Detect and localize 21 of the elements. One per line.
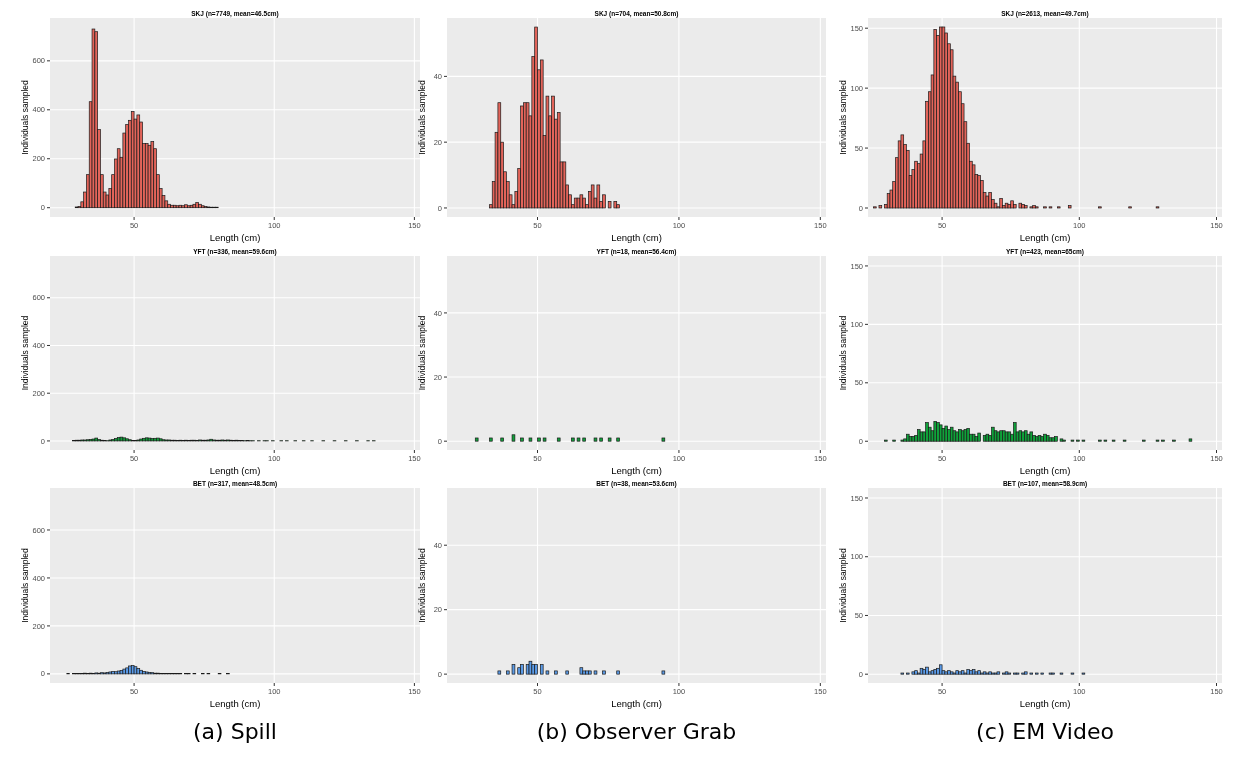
x-axis-title: Length (cm) (1019, 465, 1071, 476)
y-axis-title: Individuals sampled (417, 79, 427, 155)
x-axis-title: Length (cm) (209, 465, 261, 476)
y-axis-title: Individuals sampled (20, 79, 30, 155)
x-axis-title: Length (cm) (611, 465, 662, 476)
x-axis-title: Length (cm) (1019, 232, 1071, 243)
y-axis-title: Individuals sampled (417, 315, 427, 391)
x-axis-title: Length (cm) (1019, 698, 1071, 709)
x-axis-title: Length (cm) (209, 698, 261, 709)
text: (b) Observer Grab (536, 719, 737, 744)
y-axis-title: Individuals sampled (20, 315, 30, 391)
y-axis-title: Individuals sampled (838, 79, 848, 155)
text: (c) EM Video (976, 719, 1114, 744)
x-axis-title: Length (cm) (611, 698, 662, 709)
y-axis-title: Individuals sampled (20, 547, 30, 623)
y-axis-title: Individuals sampled (838, 547, 848, 623)
x-axis-title: Length (cm) (611, 232, 662, 243)
y-axis-title: Individuals sampled (417, 547, 427, 623)
y-axis-title: Individuals sampled (838, 315, 848, 391)
x-axis-title: Length (cm) (209, 232, 261, 243)
text: (a) Spill (193, 719, 277, 744)
